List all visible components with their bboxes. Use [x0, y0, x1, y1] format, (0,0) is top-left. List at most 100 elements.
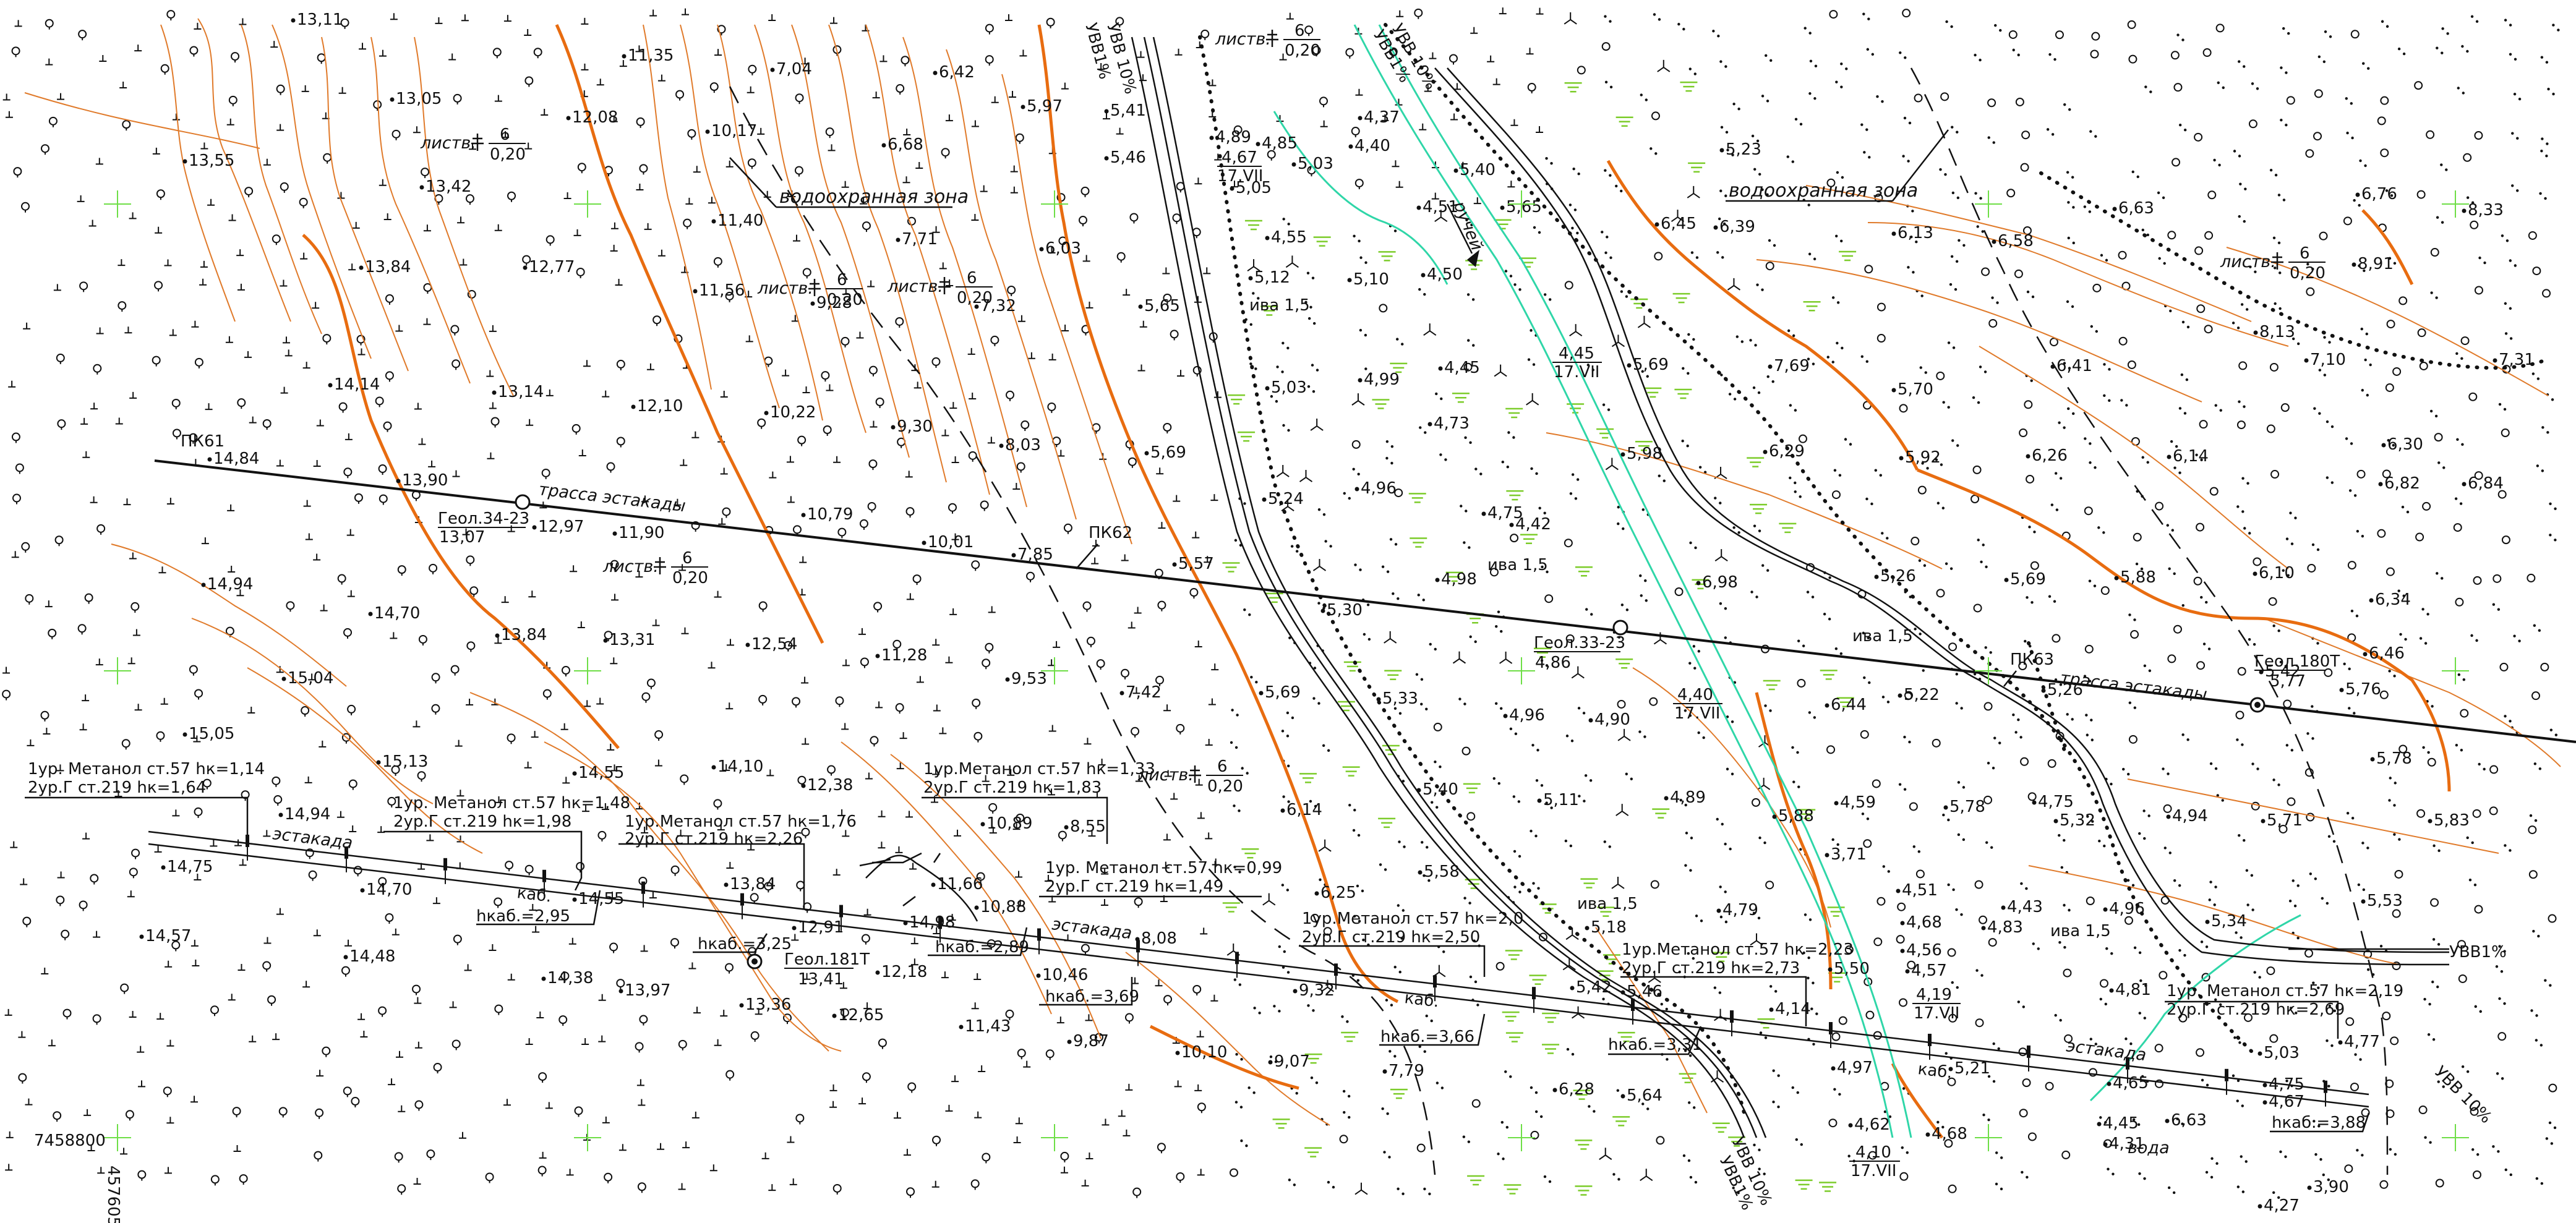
- meadow-symbol: [301, 85, 309, 92]
- elevation-point: [532, 525, 537, 530]
- meadow-symbol: [263, 937, 272, 944]
- marsh-dot: [1724, 636, 1727, 639]
- meadow-symbol: [858, 1097, 867, 1105]
- meadow-symbol: [657, 249, 665, 257]
- marsh-dot: [2319, 1157, 2322, 1161]
- marsh-dot: [2354, 1053, 2357, 1056]
- bush-symbol: [1872, 779, 1881, 788]
- bush-symbol: [1896, 935, 1905, 944]
- meadow-symbol: [448, 53, 456, 61]
- marsh-dot: [2176, 33, 2180, 36]
- bush-symbol: [2269, 362, 2279, 372]
- elevation-label: 6,84: [2468, 474, 2504, 493]
- marsh-dot: [2296, 936, 2300, 940]
- bush-symbol: [1752, 798, 1761, 807]
- meadow-symbol: [932, 639, 940, 646]
- elevation-label: 7,10: [2310, 351, 2346, 369]
- elevation-point: [1769, 1007, 1774, 1012]
- bush-symbol: [725, 963, 734, 972]
- marsh-dot: [2540, 1182, 2544, 1185]
- marsh-dot: [2346, 812, 2350, 815]
- marsh-dot: [1442, 950, 1445, 953]
- meadow-symbol: [829, 1101, 837, 1108]
- flood-level-label: УВВ1%: [2449, 943, 2507, 961]
- marsh-dot: [1899, 51, 1902, 54]
- bush-symbol: [675, 90, 685, 99]
- marsh-dot: [1902, 155, 1905, 158]
- marsh-dot: [2254, 270, 2257, 273]
- bush-symbol: [1654, 252, 1663, 261]
- marsh-dot: [1792, 780, 1795, 783]
- bush-symbol: [490, 417, 500, 426]
- marsh-dot: [2471, 1148, 2475, 1151]
- marsh-dot: [2089, 130, 2092, 133]
- marsh-dot: [1609, 174, 1612, 177]
- elevation-point: [903, 921, 908, 926]
- bush-symbol: [2204, 325, 2213, 334]
- meadow-symbol: [931, 1180, 939, 1188]
- meadow-symbol: [546, 389, 554, 396]
- bush-symbol: [1132, 1187, 1142, 1196]
- meadow-symbol: [285, 349, 293, 357]
- marsh-dot: [2504, 19, 2507, 22]
- meadow-symbol: [344, 433, 353, 440]
- marsh-dot: [2138, 1172, 2141, 1175]
- contour-line: [272, 24, 372, 359]
- meadow-symbol: [93, 931, 101, 938]
- marsh-dot: [2431, 980, 2434, 984]
- elevation-point: [572, 897, 577, 902]
- shrub-symbol: [1671, 210, 1685, 222]
- meadow-symbol: [247, 706, 255, 714]
- elevation-point: [2355, 192, 2360, 197]
- meadow-symbol: [90, 403, 98, 410]
- marsh-dot: [1800, 1143, 1803, 1146]
- bush-symbol: [2344, 1164, 2353, 1174]
- elevation-label: 14,55: [578, 764, 624, 782]
- marsh-dot: [2103, 394, 2106, 397]
- bush-symbol: [414, 1100, 424, 1109]
- bush-symbol: [353, 866, 362, 875]
- elevation-label: 4,27: [2264, 1196, 2300, 1215]
- marsh-dot: [1941, 506, 1945, 509]
- marsh-dot: [1509, 275, 1513, 278]
- marsh-dot: [2437, 461, 2441, 464]
- meadow-symbol: [916, 676, 924, 683]
- geo-boreholes: Геол.34-23 13,07 Геол.33-23 4,86 Геол.18…: [438, 509, 2340, 989]
- bush-symbol: [237, 398, 246, 407]
- meadow-symbol: [41, 968, 49, 975]
- elevation-point: [1320, 608, 1325, 613]
- bush-symbol: [1577, 66, 1586, 75]
- meadow-symbol: [82, 451, 90, 458]
- zone-leader: [1892, 129, 1949, 202]
- bush-symbol: [1229, 1168, 1238, 1177]
- meadow-symbol: [833, 456, 841, 463]
- bush-symbol: [796, 880, 805, 890]
- meadow-symbol: [45, 58, 53, 66]
- marsh-dot: [1794, 490, 1797, 493]
- bush-symbol: [317, 53, 326, 62]
- grid-cross: [574, 1124, 601, 1151]
- elevation-label: 14,14: [334, 375, 380, 394]
- bush-symbol: [194, 357, 203, 367]
- meadow-symbol: [48, 1039, 56, 1047]
- elevation-label: 15,05: [189, 725, 234, 743]
- marsh-dot: [2163, 262, 2166, 265]
- marsh-dot: [2133, 706, 2137, 709]
- marsh-dot: [2428, 1002, 2431, 1006]
- marsh-dot: [1591, 369, 1595, 372]
- marsh-dot: [1955, 702, 1958, 705]
- marsh-dot: [1287, 800, 1290, 803]
- marsh-dot: [2210, 1157, 2214, 1160]
- meadow-symbol: [190, 939, 199, 947]
- marsh-dot: [2094, 135, 2097, 138]
- elevation-label: 4,45: [1444, 359, 1480, 377]
- marsh-dot: [1342, 1089, 1346, 1093]
- shrub-symbol: [1714, 467, 1727, 479]
- meadow-symbol: [349, 825, 357, 832]
- marsh-dot: [1951, 439, 1954, 442]
- marsh-dot: [1849, 443, 1852, 446]
- coordinate-grid: [104, 190, 2469, 1151]
- elevation-point: [1768, 364, 1773, 369]
- meadow-symbol: [1125, 1083, 1133, 1091]
- elevation-point: [1825, 703, 1829, 708]
